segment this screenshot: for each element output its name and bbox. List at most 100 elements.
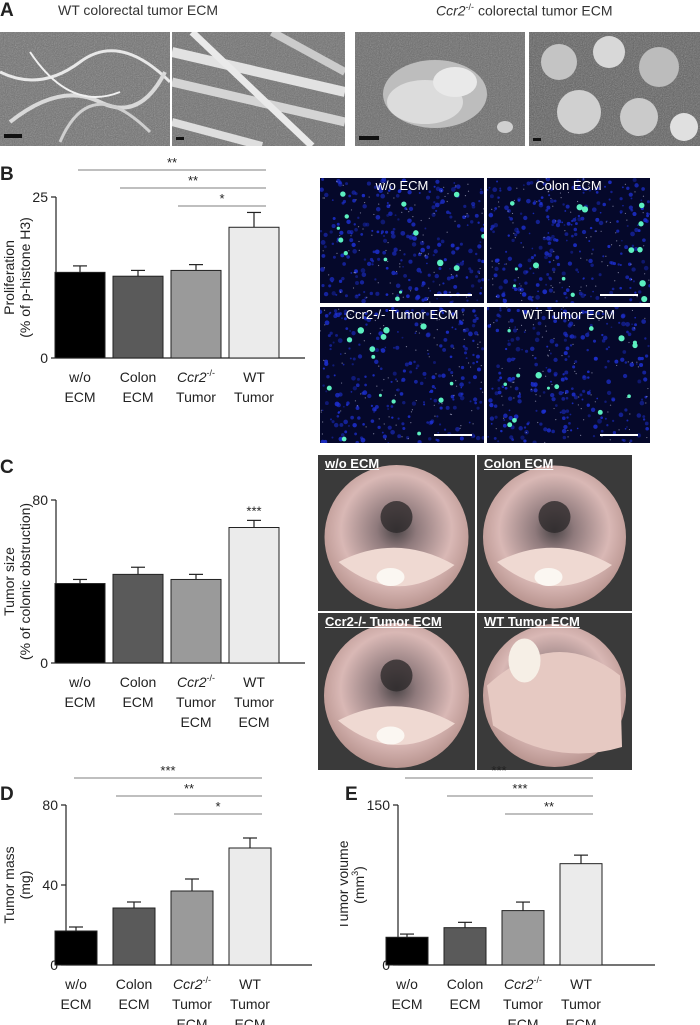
chart-tumor-volume: 0150Tumor volume(mm3)w/oECMColonECMCcr2-… — [340, 763, 655, 1025]
y-tick-label: 80 — [42, 797, 58, 813]
y-tick-label: 0 — [50, 957, 58, 973]
bar — [54, 583, 106, 664]
panel-letter-b: B — [0, 164, 14, 185]
bar — [112, 573, 164, 664]
svg-text:ECM: ECM — [507, 1016, 538, 1025]
y-tick-label: 0 — [40, 655, 48, 671]
y-axis-label: Tumor mass — [1, 846, 17, 923]
y-axis-unit: (mg) — [17, 871, 33, 900]
y-tick-label: 80 — [32, 492, 48, 508]
x-tick-label: Colon ECM — [120, 369, 157, 405]
svg-text:Ccr2-/-: Ccr2-/- — [177, 368, 215, 385]
bar — [170, 890, 214, 966]
svg-text:Colon: Colon — [120, 369, 157, 385]
bar — [112, 907, 156, 966]
svg-text:ECM: ECM — [391, 996, 422, 1012]
endoscopy-label: Ccr2-/- Tumor ECM — [325, 614, 442, 629]
svg-text:Ccr2-/-: Ccr2-/- — [504, 975, 542, 992]
x-tick-label: WT Tumor ECM — [561, 976, 601, 1025]
ccr2-superscript: -/- — [465, 2, 475, 12]
ccr2-header-rest: colorectal tumor ECM — [474, 2, 613, 19]
bar — [559, 863, 603, 966]
svg-text:ECM: ECM — [60, 996, 91, 1012]
endoscopy-colon-ecm: Colon ECM — [477, 455, 632, 611]
y-axis-unit: (% of colonic obstruction) — [17, 503, 33, 660]
chart-proliferation: 0 25 Proliferation (% of p-histone H3) w/o EC… — [1, 155, 305, 410]
significance-label: ** — [167, 155, 177, 170]
micrograph-colon-ecm: Colon ECM — [487, 178, 650, 303]
y-axis-label: Tumor size — [1, 547, 17, 616]
sem-image-ccr2-low — [355, 32, 525, 146]
significance-label: ** — [184, 781, 194, 796]
bar — [501, 910, 545, 966]
bar — [170, 269, 222, 359]
x-tick-label: w/o ECM — [64, 369, 95, 405]
svg-text:ECM: ECM — [180, 714, 211, 730]
panel-letter-e: E — [345, 784, 358, 805]
chart-tumor-mass: 0 40 80 Tumor mass (mg) w/o ECM Colon ECM Ccr2-/-… — [1, 763, 312, 1025]
svg-text:Colon: Colon — [116, 976, 153, 992]
x-tick-label: w/o ECM — [64, 674, 95, 710]
svg-text:Tumor: Tumor — [172, 996, 212, 1012]
micrograph-ccr2-tumor-ecm: Ccr2-/- Tumor ECM — [320, 307, 484, 443]
significance-label: * — [215, 799, 220, 814]
micrograph-label: WT Tumor ECM — [522, 307, 615, 322]
x-tick-label: WT Tumor ECM — [230, 976, 270, 1025]
svg-text:Ccr2-/-: Ccr2-/- — [173, 975, 211, 992]
micrograph-label: w/o ECM — [375, 178, 429, 193]
bar — [112, 275, 164, 359]
endoscopy-label: Colon ECM — [484, 456, 554, 471]
significance-label: *** — [160, 763, 175, 778]
svg-text:Tumor: Tumor — [561, 996, 601, 1012]
svg-text:ECM: ECM — [565, 1016, 596, 1025]
svg-text:WT: WT — [243, 674, 265, 690]
bar — [228, 226, 280, 359]
sem-image-wt-high — [172, 32, 345, 146]
bar — [443, 927, 487, 966]
x-tick-label: Ccr2-/- Tumor ECM — [503, 975, 543, 1025]
svg-text:ECM: ECM — [118, 996, 149, 1012]
micrograph-wo-ecm: w/o ECM — [320, 178, 484, 303]
y-tick-label: 150 — [367, 797, 391, 813]
endoscopy-label: WT Tumor ECM — [484, 614, 580, 629]
y-tick-label: 40 — [42, 877, 58, 893]
svg-text:ECM: ECM — [122, 694, 153, 710]
svg-text:w/o: w/o — [64, 976, 87, 992]
panel-letter-d: D — [0, 784, 14, 805]
panel-letter-c: C — [0, 457, 14, 478]
significance-label: *** — [246, 503, 261, 518]
x-tick-label: Ccr2-/- Tumor ECM — [176, 368, 216, 410]
svg-text:WT: WT — [243, 369, 265, 385]
sem-image-ccr2-high — [529, 32, 700, 146]
x-tick-label: w/o ECM — [60, 976, 91, 1012]
y-axis-unit: (% of p-histone H3) — [17, 217, 33, 338]
micrograph-label: Ccr2-/- Tumor ECM — [345, 307, 459, 322]
svg-text:ECM: ECM — [449, 996, 480, 1012]
y-tick-label: 25 — [32, 189, 48, 205]
bar — [54, 271, 106, 359]
svg-text:Tumor: Tumor — [503, 996, 543, 1012]
bar — [228, 847, 272, 966]
svg-text:Colon: Colon — [120, 674, 157, 690]
svg-text:WT: WT — [570, 976, 592, 992]
y-axis-unit: (mm3) — [350, 866, 367, 904]
chart-tumor-size: 0 80 Tumor size (% of colonic obstruction) w… — [1, 492, 305, 730]
svg-text:ECM: ECM — [180, 409, 211, 410]
sem-image-wt-low — [0, 32, 170, 146]
x-tick-label: Colon ECM — [116, 976, 153, 1012]
bar — [228, 527, 280, 664]
svg-text:ECM: ECM — [238, 409, 269, 410]
ccr2-ecm-header: Ccr2-/- colorectal tumor ECM — [436, 2, 613, 19]
significance-label: ** — [188, 173, 198, 188]
svg-text:w/o: w/o — [68, 674, 91, 690]
endoscopy-wo-ecm: w/o ECM — [318, 455, 475, 611]
y-axis-label: Tumor volume — [340, 840, 351, 929]
x-tick-label: Colon ECM — [120, 674, 157, 710]
x-tick-label: Ccr2-/- Tumor ECM — [176, 673, 216, 730]
svg-text:Ccr2-/-: Ccr2-/- — [177, 673, 215, 690]
svg-text:Tumor: Tumor — [234, 694, 274, 710]
svg-text:Colon: Colon — [447, 976, 484, 992]
bar — [54, 930, 98, 966]
significance-label: * — [219, 191, 224, 206]
ccr2-gene-name: Ccr2 — [436, 2, 466, 19]
